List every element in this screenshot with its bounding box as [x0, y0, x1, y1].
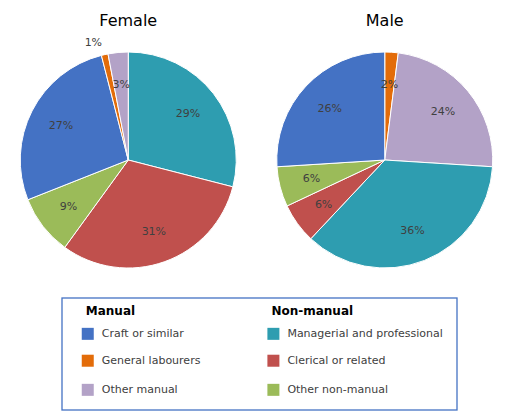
legend-entry: General labourers: [102, 354, 201, 367]
chart: Female 29% 31% 9% 27% 1% 3% Male 2% 24% 36% 6% 6% 26%…: [0, 0, 513, 416]
data-label: 3%: [112, 78, 129, 91]
data-label: 24%: [431, 105, 455, 118]
legend-swatch: [267, 384, 279, 396]
legend-entry: Clerical or related: [287, 354, 385, 367]
pie-slice: [277, 52, 385, 167]
data-labels: 2% 24% 36% 6% 6% 26%: [303, 78, 455, 237]
chart-title: Male: [366, 11, 404, 30]
legend-entry: Managerial and professional: [287, 327, 442, 340]
legend-swatch: [82, 384, 94, 396]
data-label: 9%: [60, 200, 77, 213]
legend-entry: Other manual: [102, 383, 178, 396]
legend-swatch: [267, 355, 279, 367]
data-label: 1%: [85, 36, 102, 49]
legend-box: [62, 298, 457, 410]
data-label: 6%: [303, 172, 320, 185]
pie-slice: [108, 52, 128, 160]
pie-slice: [385, 53, 493, 167]
legend-entry: Craft or similar: [102, 327, 185, 340]
legend-swatch: [267, 328, 279, 340]
pie: [20, 52, 236, 268]
legend-swatch: [82, 355, 94, 367]
data-label: 26%: [317, 102, 341, 115]
legend-group-title: Manual: [86, 304, 135, 318]
legend-swatch: [82, 328, 94, 340]
legend-entry: Other non-manual: [287, 383, 388, 396]
chart-title: Female: [99, 11, 157, 30]
legend: Manual Craft or similar General labourers O…: [62, 298, 457, 410]
data-label: 31%: [142, 225, 166, 238]
data-label: 29%: [176, 107, 200, 120]
data-labels: 29% 31% 9% 27% 1% 3%: [49, 36, 201, 237]
pie: [277, 52, 493, 268]
data-label: 2%: [381, 78, 398, 91]
data-label: 6%: [315, 198, 332, 211]
legend-group-title: Non-manual: [271, 304, 353, 318]
data-label: 36%: [400, 224, 424, 237]
data-label: 27%: [49, 119, 73, 132]
